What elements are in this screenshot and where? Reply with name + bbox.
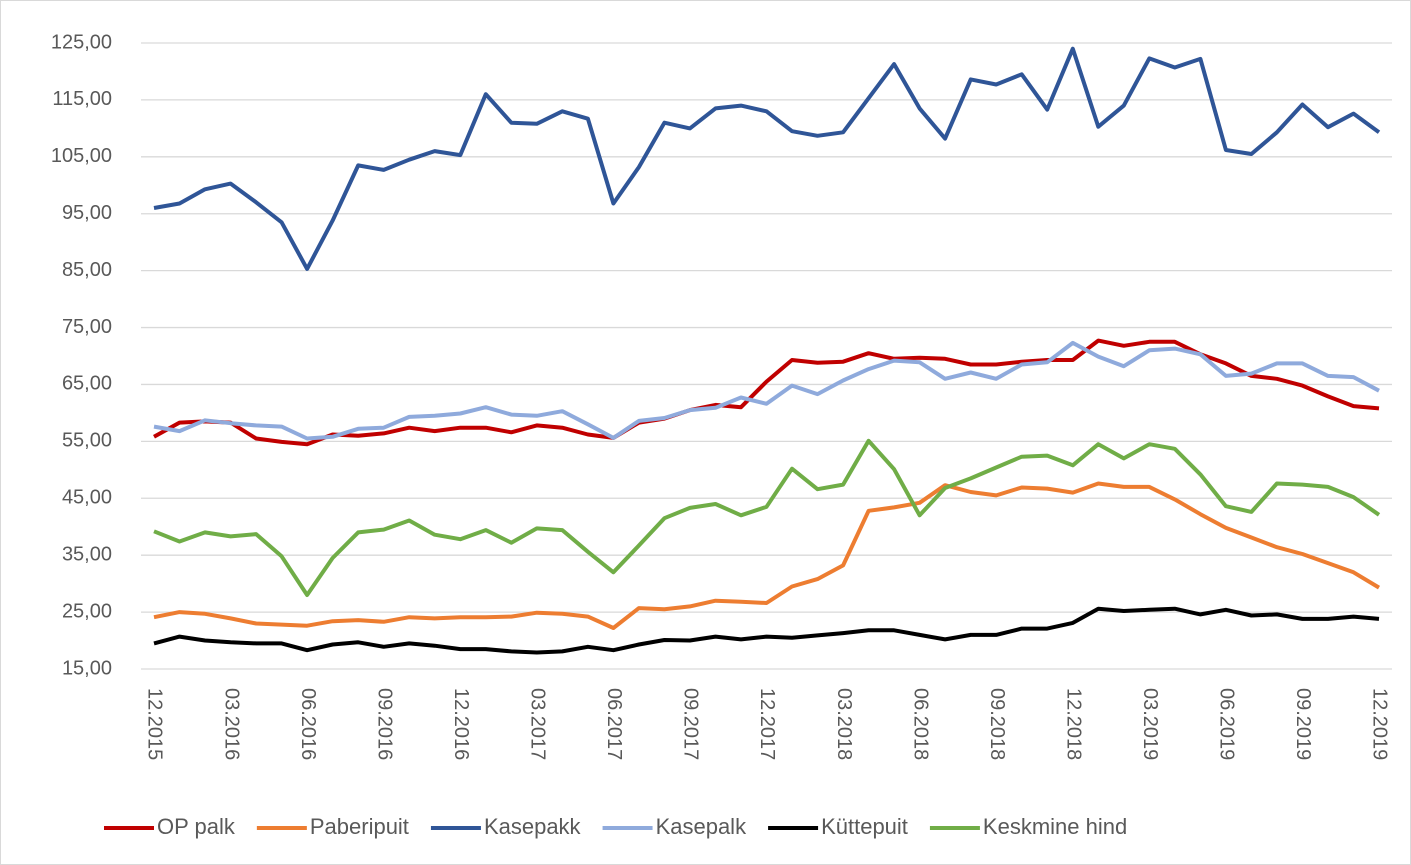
x-tick-label: 03.2016 <box>220 688 242 760</box>
y-tick-label: 15,00 <box>62 657 112 679</box>
x-tick-label: 12.2016 <box>450 688 472 760</box>
legend-label: Keskmine hind <box>983 814 1127 839</box>
series-line <box>153 46 1381 271</box>
x-tick-label: 12.2017 <box>756 688 778 760</box>
legend-label: OP palk <box>157 814 236 839</box>
series-line <box>153 481 1381 630</box>
x-tick-label: 12.2019 <box>1369 688 1391 760</box>
series-line <box>153 438 1381 597</box>
y-tick-label: 95,00 <box>62 202 112 224</box>
x-tick-label: 06.2018 <box>909 688 931 760</box>
y-tick-label: 45,00 <box>62 487 112 509</box>
y-tick-label: 75,00 <box>62 316 112 338</box>
x-tick-label: 09.2019 <box>1292 688 1314 760</box>
x-tick-label: 06.2019 <box>1216 688 1238 760</box>
x-tick-label: 03.2018 <box>833 688 855 760</box>
x-tick-label: 06.2017 <box>603 688 625 760</box>
y-tick-label: 65,00 <box>62 373 112 395</box>
y-tick-label: 105,00 <box>51 145 112 167</box>
legend-label: Kasepalk <box>656 814 748 839</box>
x-tick-label: 03.2019 <box>1139 688 1161 760</box>
y-tick-label: 25,00 <box>62 600 112 622</box>
series-line <box>153 340 1380 441</box>
series-line <box>153 606 1380 655</box>
legend-label: Kasepakk <box>484 814 582 839</box>
y-tick-label: 35,00 <box>62 543 112 565</box>
y-tick-label: 55,00 <box>62 430 112 452</box>
y-tick-label: 85,00 <box>62 259 112 281</box>
x-tick-label: 06.2016 <box>297 688 319 760</box>
y-tick-label: 115,00 <box>52 88 112 110</box>
series-line <box>153 338 1380 447</box>
x-tick-label: 12.2018 <box>1062 688 1084 760</box>
x-tick-label: 09.2018 <box>986 688 1008 760</box>
x-tick-label: 03.2017 <box>527 688 549 760</box>
x-tick-label: 09.2017 <box>680 688 702 760</box>
x-tick-label: 12.2015 <box>144 688 166 760</box>
legend-label: Küttepuit <box>821 814 908 839</box>
y-tick-label: 125,00 <box>51 31 112 53</box>
legend-label: Paberipuit <box>310 814 409 839</box>
x-tick-label: 09.2016 <box>373 688 395 760</box>
